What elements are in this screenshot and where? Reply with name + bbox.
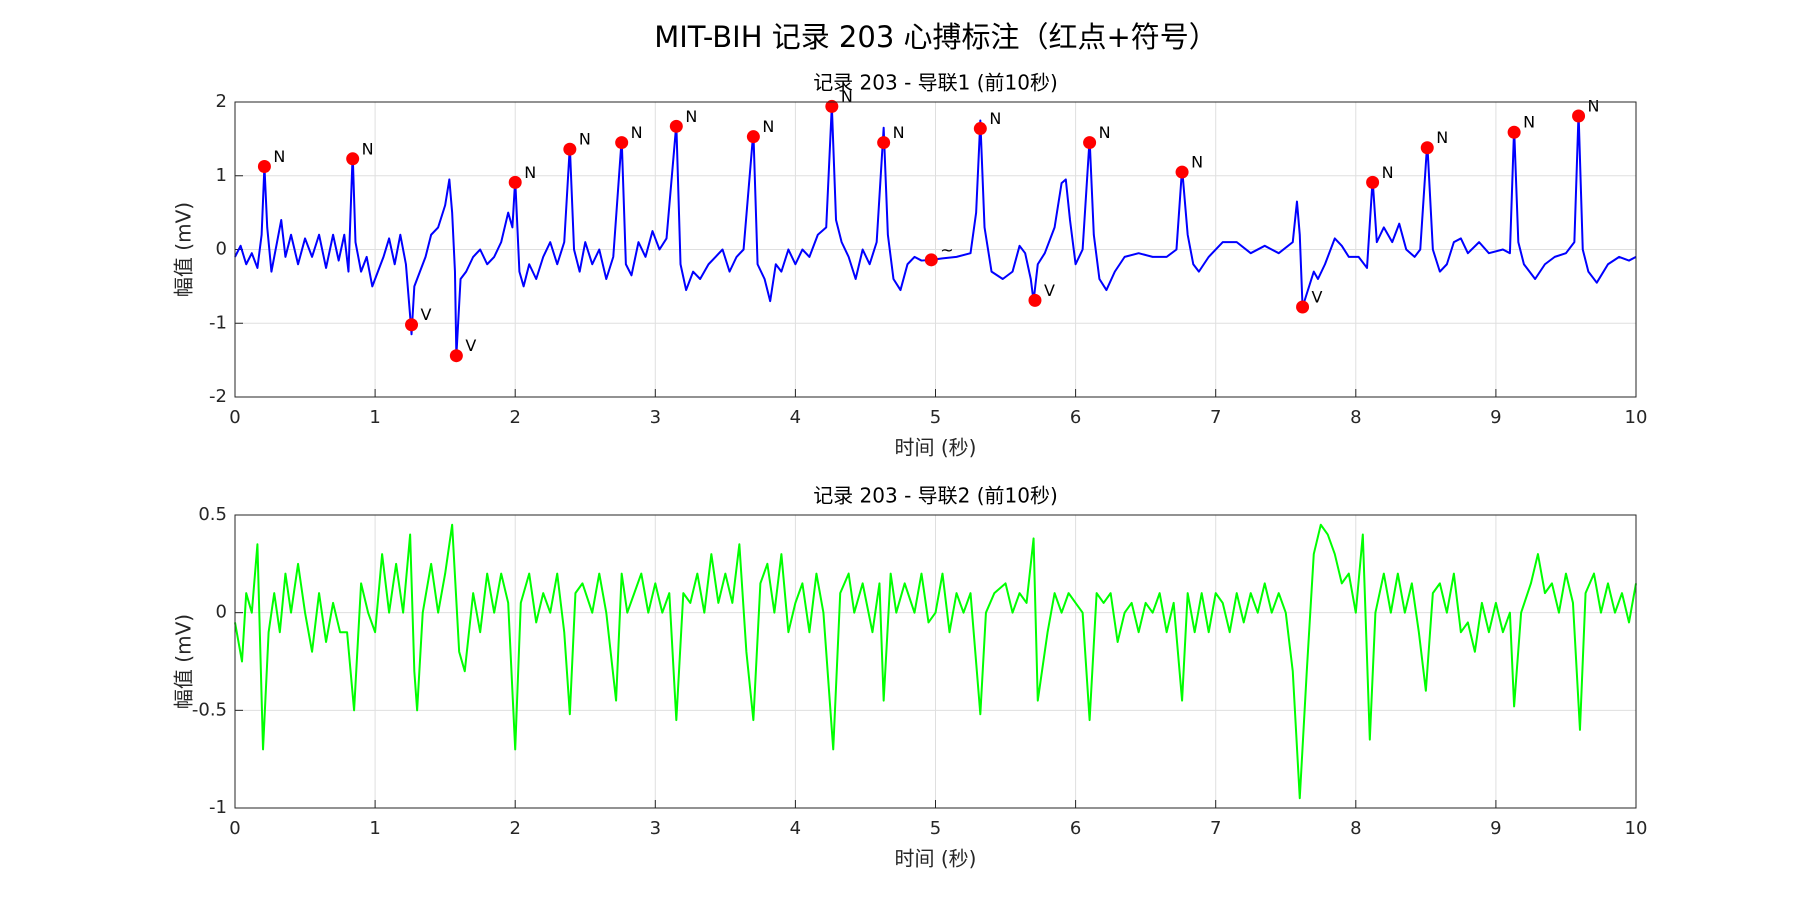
beat-symbol: N [362,139,374,158]
beat-symbol: V [1044,281,1055,300]
beat-symbol: V [1312,288,1323,307]
beat-marker [669,119,683,133]
y-tick-label: -1 [209,797,227,818]
beat-symbol: N [1191,153,1203,172]
beat-symbol: ~ [940,240,953,259]
x-tick-label: 2 [509,407,520,428]
x-tick-label: 5 [930,818,941,839]
beat-symbol: N [762,117,774,136]
x-axis-label: 时间 (秒) [895,847,977,871]
beat-marker [563,142,577,156]
beat-marker [746,130,760,144]
y-tick-label: -0.5 [192,699,227,720]
beat-symbol: N [1523,113,1535,132]
x-tick-label: 4 [790,818,801,839]
beat-marker [1366,175,1380,189]
beat-marker [508,175,522,189]
beat-symbol: N [524,163,536,182]
x-tick-label: 5 [930,407,941,428]
beat-marker [405,318,419,332]
beat-symbol: N [685,107,697,126]
x-tick-label: 8 [1350,407,1361,428]
x-tick-label: 4 [790,407,801,428]
y-tick-label: -2 [209,386,227,407]
axes-title: 记录 203 - 导联2 (前10秒) [813,484,1058,508]
beat-marker [615,136,629,150]
x-tick-label: 6 [1070,407,1081,428]
beat-marker [449,349,463,363]
x-tick-label: 0 [229,407,240,428]
x-tick-label: 8 [1350,818,1361,839]
signal-line [234,523,1637,800]
beat-marker [1083,136,1097,150]
y-axis-label: 幅值 (mV) [172,614,196,709]
beat-marker [1507,125,1521,139]
beat-symbol: N [1382,163,1394,182]
beat-symbol: N [989,109,1001,128]
axes-box [234,101,1637,398]
beat-symbol: N [1436,128,1448,147]
beat-symbol: N [631,123,643,142]
axes-title: 记录 203 - 导联1 (前10秒) [813,71,1058,95]
x-tick-label: 9 [1490,818,1501,839]
x-tick-label: 10 [1625,818,1648,839]
x-tick-label: 10 [1625,407,1648,428]
y-axis-label: 幅值 (mV) [172,202,196,297]
x-tick-label: 3 [650,818,661,839]
beat-symbol: N [893,123,905,142]
beat-marker [257,160,271,174]
beat-marker [825,99,839,113]
beat-symbol: N [1588,97,1600,116]
y-tick-label: 1 [216,165,227,186]
x-tick-label: 9 [1490,407,1501,428]
beat-marker [1420,141,1434,155]
beat-marker [1296,300,1310,314]
axes-box [234,514,1637,809]
beat-symbol: N [579,130,591,149]
beat-symbol: N [841,87,853,106]
y-tick-label: 2 [216,91,227,112]
beat-marker [346,152,360,166]
x-tick-label: 7 [1210,818,1221,839]
beat-marker [877,136,891,150]
beat-symbol: V [421,305,432,324]
beat-marker [1572,109,1586,123]
beat-symbol: N [273,147,285,166]
y-tick-label: 0 [216,602,227,623]
x-tick-label: 7 [1210,407,1221,428]
x-tick-label: 1 [369,818,380,839]
beat-symbol: V [465,336,476,355]
beat-symbol: N [1099,123,1111,142]
y-tick-label: 0 [216,239,227,260]
x-tick-label: 3 [650,407,661,428]
x-axis-label: 时间 (秒) [895,436,977,460]
x-tick-label: 6 [1070,818,1081,839]
beat-marker [1175,165,1189,179]
figure-title: MIT-BIH 记录 203 心搏标注（红点+符号） [654,20,1218,54]
beat-marker [973,122,987,136]
x-tick-label: 1 [369,407,380,428]
beat-marker [924,253,938,267]
beat-marker [1028,293,1042,307]
y-tick-label: -1 [209,312,227,333]
x-tick-label: 0 [229,818,240,839]
x-tick-label: 2 [509,818,520,839]
y-tick-label: 0.5 [198,504,227,525]
